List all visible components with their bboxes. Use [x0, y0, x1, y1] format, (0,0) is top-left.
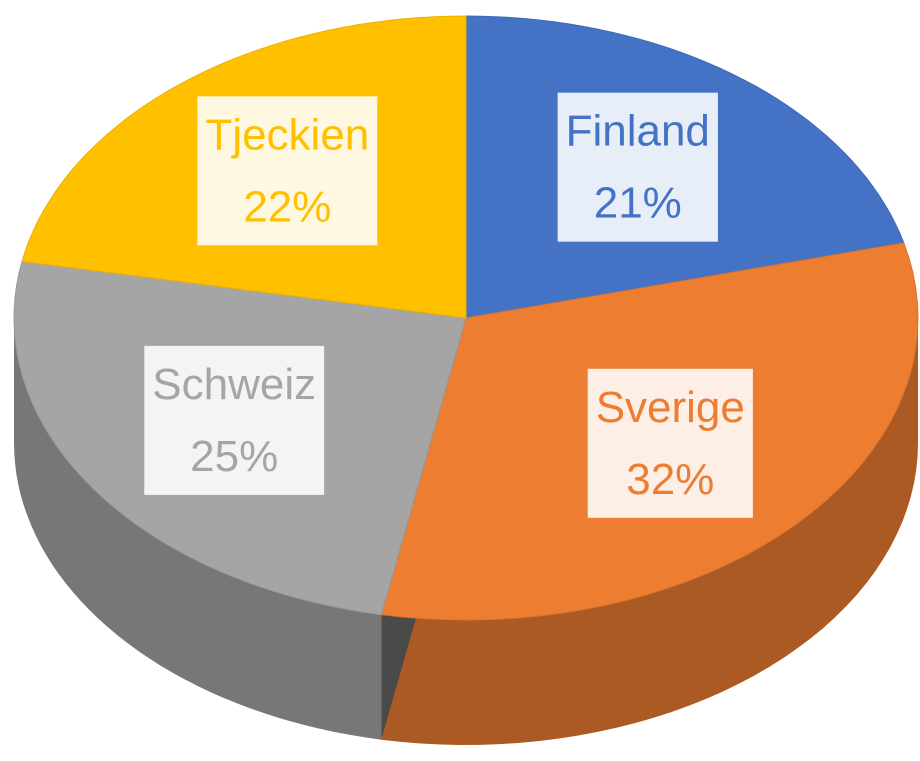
label-box: [197, 96, 378, 246]
slice-side: [381, 318, 918, 745]
label-box: [587, 368, 753, 518]
data-label: Sverige 32%: [587, 368, 753, 518]
label-value: 25%: [190, 432, 278, 481]
label-value: 32%: [626, 455, 714, 504]
label-name: Schweiz: [152, 360, 316, 409]
pie-tops: [13, 15, 919, 621]
label-value: 21%: [594, 179, 682, 228]
label-box: [144, 345, 325, 495]
data-label: Tjeckien 22%: [197, 96, 378, 246]
label-box: [557, 92, 718, 242]
label-value: 22%: [243, 182, 331, 231]
data-labels: Finland 21% Sverige 32% Schweiz 25% Tjeckien 22…: [144, 92, 753, 518]
slice-side: [14, 318, 382, 740]
data-label: Finland 21%: [557, 92, 718, 242]
label-name: Finland: [566, 107, 710, 156]
data-label: Schweiz 25%: [144, 345, 325, 495]
label-name: Sverige: [596, 383, 745, 432]
label-name: Tjeckien: [205, 110, 369, 159]
